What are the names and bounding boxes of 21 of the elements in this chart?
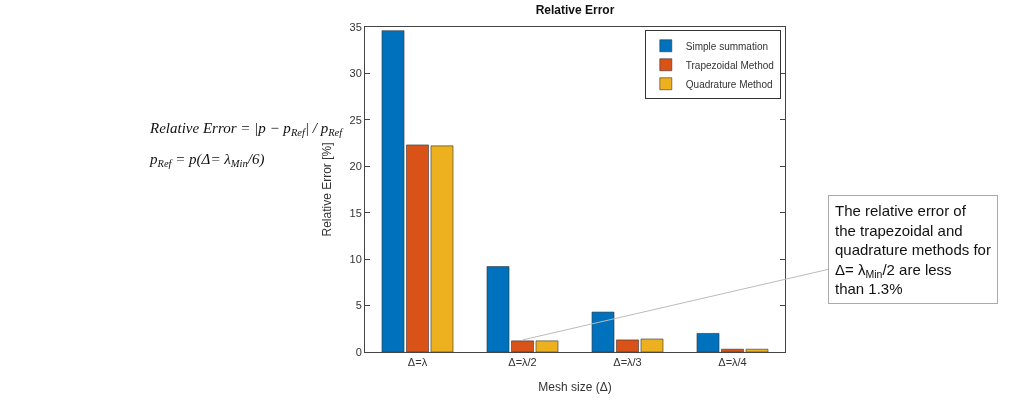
legend-label: Simple summation bbox=[685, 40, 769, 52]
x-axis-title: Mesh size (Δ) bbox=[538, 380, 612, 395]
x-tick-label: Δ=λ/3 bbox=[613, 356, 642, 369]
y-tick-label: 20 bbox=[349, 160, 362, 173]
y-tick-label: 30 bbox=[349, 67, 362, 80]
y-tick-label: 5 bbox=[355, 299, 362, 312]
x-tick-label: Δ=λ bbox=[407, 356, 428, 369]
text: p$_{Ref}$ = p(Δ= λ$_{Min}$/6) bbox=[149, 151, 265, 170]
x-tick-label: Δ=λ/4 bbox=[718, 356, 747, 369]
chart-title: Relative Error bbox=[535, 3, 615, 18]
y-tick-label: 10 bbox=[349, 252, 362, 265]
y-tick-label: 35 bbox=[349, 20, 362, 33]
annotation: The relative error of the trapezoidal and quadrature methods for Δ= λ$_{Min}$/2 are less than 1.3% bbox=[835, 202, 991, 297]
y-tick-label: 15 bbox=[349, 206, 362, 219]
text: Relative Error = |p − p$_{Ref}$| / p$_{Ref}$ bbox=[149, 120, 345, 139]
x-tick-label: Δ=λ/2 bbox=[508, 356, 537, 369]
y-axis-title: Relative Error [%] bbox=[319, 142, 334, 237]
y-tick-label: 0 bbox=[355, 345, 362, 358]
legend-label: Quadrature Method bbox=[685, 78, 773, 90]
y-tick-label: 25 bbox=[349, 113, 362, 126]
legend-label: Trapezoidal Method bbox=[685, 59, 774, 71]
